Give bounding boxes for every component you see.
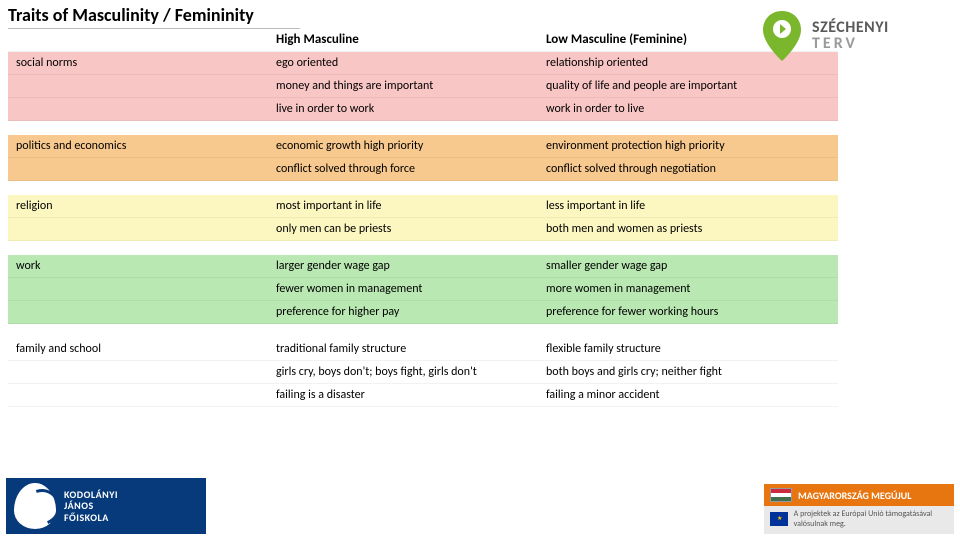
low-cell: flexible family structure xyxy=(538,338,838,361)
table-row: only men can be priestsboth men and wome… xyxy=(8,218,838,241)
category-cell: family and school xyxy=(8,338,268,361)
table-row: girls cry, boys don't; boys fight, girls… xyxy=(8,361,838,384)
high-cell: traditional family structure xyxy=(268,338,538,361)
high-cell: fewer women in management xyxy=(268,278,538,301)
table-row: worklarger gender wage gapsmaller gender… xyxy=(8,255,838,278)
table-row: live in order to workwork in order to li… xyxy=(8,98,838,121)
category-cell: religion xyxy=(8,195,268,218)
low-cell: both boys and girls cry; neither fight xyxy=(538,361,838,384)
low-cell: preference for fewer working hours xyxy=(538,301,838,324)
header-blank xyxy=(8,28,268,52)
section-gap xyxy=(8,324,838,338)
high-cell: money and things are important xyxy=(268,75,538,98)
kodolanyi-text: KODOLÁNYI JÁNOS FŐISKOLA xyxy=(64,489,118,524)
section-gap xyxy=(8,181,838,195)
high-cell: ego oriented xyxy=(268,52,538,75)
table-row: failing is a disasterfailing a minor acc… xyxy=(8,384,838,407)
low-cell: less important in life xyxy=(538,195,838,218)
low-cell: quality of life and people are important xyxy=(538,75,838,98)
high-cell: economic growth high priority xyxy=(268,135,538,158)
high-cell: preference for higher pay xyxy=(268,301,538,324)
low-cell: more women in management xyxy=(538,278,838,301)
category-cell xyxy=(8,218,268,241)
category-cell xyxy=(8,384,268,407)
category-cell xyxy=(8,98,268,121)
header-high: High Masculine xyxy=(268,28,538,52)
high-cell: larger gender wage gap xyxy=(268,255,538,278)
category-cell: social norms xyxy=(8,52,268,75)
kodolanyi-icon xyxy=(14,483,56,529)
szechenyi-text: SZÉCHENYI TERV xyxy=(812,20,889,52)
eu-subtext-row: A projektek az Európai Unió támogatásáva… xyxy=(764,506,954,534)
table-row: preference for higher paypreference for … xyxy=(8,301,838,324)
category-cell xyxy=(8,301,268,324)
high-cell: failing is a disaster xyxy=(268,384,538,407)
high-cell: most important in life xyxy=(268,195,538,218)
category-cell: politics and economics xyxy=(8,135,268,158)
szechenyi-line2: TERV xyxy=(812,36,889,52)
mo-bar-text: MAGYARORSZÁG MEGÚJUL xyxy=(798,489,911,502)
kodolanyi-l3: FŐISKOLA xyxy=(64,512,118,524)
map-pin-icon xyxy=(760,9,804,63)
hungary-flag-icon xyxy=(770,488,792,502)
low-cell: conflict solved through negotiation xyxy=(538,158,838,181)
low-cell: both men and women as priests xyxy=(538,218,838,241)
eu-flag-icon xyxy=(770,512,788,526)
low-cell: work in order to live xyxy=(538,98,838,121)
table-row: religionmost important in lifeless impor… xyxy=(8,195,838,218)
low-cell: environment protection high priority xyxy=(538,135,838,158)
szechenyi-logo: SZÉCHENYI TERV xyxy=(760,6,950,66)
high-cell: conflict solved through force xyxy=(268,158,538,181)
mo-bar: MAGYARORSZÁG MEGÚJUL xyxy=(764,484,954,506)
table-row: family and schooltraditional family stru… xyxy=(8,338,838,361)
table-row: conflict solved through forceconflict so… xyxy=(8,158,838,181)
table-row: money and things are importantquality of… xyxy=(8,75,838,98)
table-row: politics and economicseconomic growth hi… xyxy=(8,135,838,158)
low-cell: smaller gender wage gap xyxy=(538,255,838,278)
eu-subtext: A projektek az Európai Unió támogatásáva… xyxy=(794,509,948,529)
high-cell: only men can be priests xyxy=(268,218,538,241)
slide: Traits of Masculinity / Femininity High … xyxy=(0,0,960,540)
comparison-table: High Masculine Low Masculine (Feminine) … xyxy=(8,28,838,407)
category-cell: work xyxy=(8,255,268,278)
category-cell xyxy=(8,158,268,181)
section-gap xyxy=(8,121,838,135)
table-header-row: High Masculine Low Masculine (Feminine) xyxy=(8,28,838,52)
category-cell xyxy=(8,75,268,98)
category-cell xyxy=(8,361,268,384)
table-row: social normsego orientedrelationship ori… xyxy=(8,52,838,75)
low-cell: failing a minor accident xyxy=(538,384,838,407)
kodolanyi-logo: KODOLÁNYI JÁNOS FŐISKOLA xyxy=(6,478,206,534)
category-cell xyxy=(8,278,268,301)
table-row: fewer women in managementmore women in m… xyxy=(8,278,838,301)
eu-funding-block: MAGYARORSZÁG MEGÚJUL A projektek az Euró… xyxy=(764,484,954,534)
high-cell: live in order to work xyxy=(268,98,538,121)
high-cell: girls cry, boys don't; boys fight, girls… xyxy=(268,361,538,384)
table-body: social normsego orientedrelationship ori… xyxy=(8,52,838,407)
section-gap xyxy=(8,241,838,255)
page-title: Traits of Masculinity / Femininity xyxy=(8,4,300,29)
